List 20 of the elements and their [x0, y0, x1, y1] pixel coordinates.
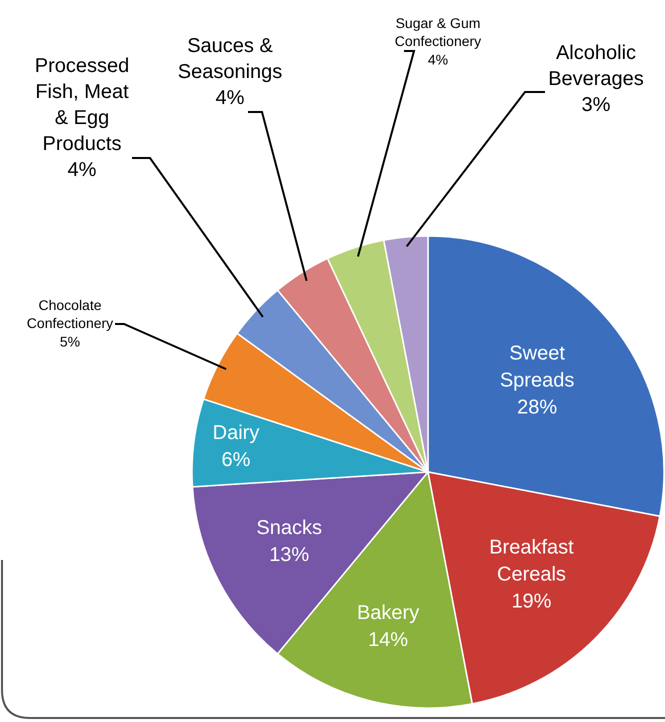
data-label: 4%	[428, 52, 448, 68]
slice-label: Sauces & Seasonings	[178, 34, 282, 83]
slice-label: Processed Fish, Meat & Egg Products	[34, 54, 130, 155]
data-label: 28%	[517, 397, 558, 420]
data-label: 6%	[222, 450, 251, 472]
data-label: 3%	[582, 94, 611, 116]
slice-label: Alcoholic Beverages	[548, 42, 644, 90]
slice-label: Sweet Spreads	[500, 343, 574, 392]
slice-label: Sugar & Gum Confectionery	[394, 15, 482, 50]
slice-label: Chocolate Confectionery	[26, 297, 114, 332]
slice-label: Dairy	[212, 422, 260, 445]
data-label: 14%	[368, 629, 408, 652]
data-label: 13%	[269, 544, 310, 566]
slice-label: Bakery	[356, 602, 420, 624]
data-label: 4%	[68, 158, 97, 181]
slice-label: Breakfast Cereals	[489, 536, 574, 586]
data-label: 5%	[60, 334, 80, 350]
data-label: 19%	[511, 590, 552, 613]
data-label: 4%	[216, 86, 245, 109]
slice-label: Snacks	[256, 517, 322, 540]
